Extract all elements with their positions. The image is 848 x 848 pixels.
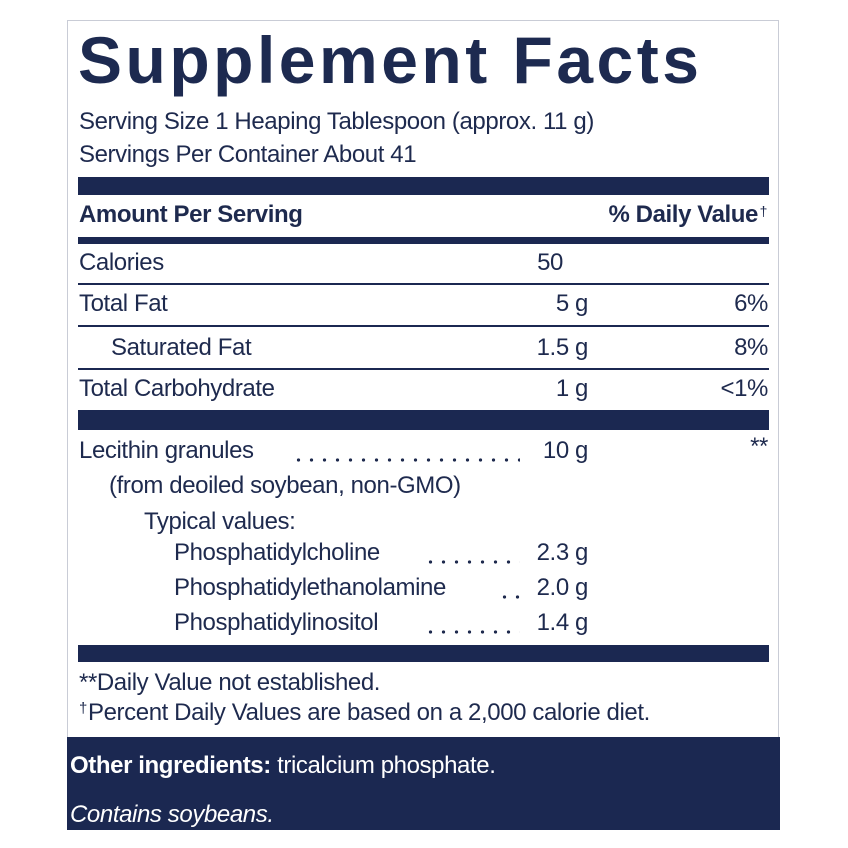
dot-leader <box>292 458 520 462</box>
typical-label: Typical values: <box>144 508 296 535</box>
component-amount: 2.0 g <box>536 574 589 601</box>
title: Supplement Facts <box>78 23 703 97</box>
thick-bar <box>78 177 769 195</box>
row-dv: <1% <box>720 375 768 402</box>
dot-leader <box>424 560 520 564</box>
medium-bar <box>78 237 769 244</box>
panel-border <box>67 20 779 830</box>
row-name: Calories <box>79 249 164 276</box>
row-amount: 1 g <box>555 375 589 402</box>
other-value: tricalcium phosphate. <box>270 752 496 779</box>
row-amount: 1.5 g <box>536 334 589 361</box>
amount-header: Amount Per Serving <box>79 201 303 228</box>
row-name: Total Carbohydrate <box>79 375 275 402</box>
footnote: **Daily Value not established. <box>79 669 381 696</box>
row-name: Total Fat <box>79 290 168 317</box>
footer-band <box>67 737 780 830</box>
component-name: Phosphatidylinositol <box>174 609 379 636</box>
dot-leader <box>424 630 520 634</box>
footnote-dagger: † <box>79 700 87 717</box>
dv-header: % Daily Value <box>608 201 758 228</box>
row-amount: 50 <box>537 249 563 276</box>
row-name: Saturated Fat <box>111 334 252 361</box>
component-amount: 2.3 g <box>536 539 589 566</box>
other-label: Other ingredients: <box>70 752 271 779</box>
row-rule <box>78 368 769 370</box>
row-amount: 5 g <box>555 290 589 317</box>
allergen: Contains soybeans. <box>70 801 274 828</box>
component-name: Phosphatidylethanolamine <box>174 574 446 601</box>
component-name: Phosphatidylcholine <box>174 539 380 566</box>
lecithin-source: (from deoiled soybean, non-GMO) <box>109 472 461 499</box>
component-amount: 1.4 g <box>536 609 589 636</box>
row-dv: 8% <box>734 334 768 361</box>
row-rule <box>78 283 769 285</box>
thick-bar <box>78 645 769 662</box>
other-ingredients: Other ingredients: tricalcium phosphate. <box>70 751 496 781</box>
serving-size: Serving Size 1 Heaping Tablespoon (appro… <box>79 108 594 135</box>
row-dv: 6% <box>734 290 768 317</box>
lecithin-name: Lecithin granules <box>79 437 254 464</box>
lecithin-dv: ** <box>750 433 768 460</box>
row-rule <box>78 325 769 327</box>
thick-bar <box>78 410 769 430</box>
dot-leader <box>498 595 522 599</box>
footnote: Percent Daily Values are based on a 2,00… <box>88 699 650 726</box>
dv-header-mark: † <box>759 203 768 219</box>
servings-per-container: Servings Per Container About 41 <box>79 141 417 168</box>
lecithin-amount: 10 g <box>542 437 589 464</box>
